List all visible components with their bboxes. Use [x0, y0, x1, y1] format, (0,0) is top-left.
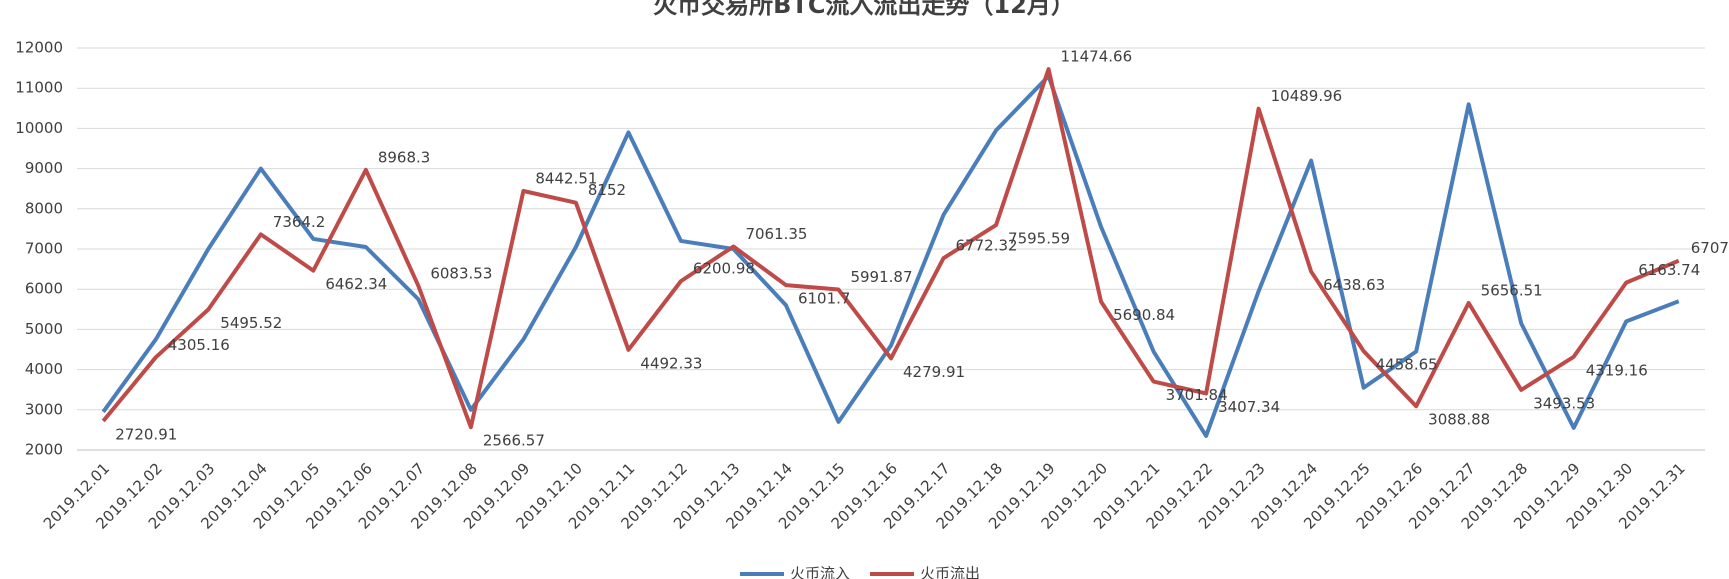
y-tick-label: 10000: [15, 119, 63, 137]
data-label: 8152: [588, 181, 626, 199]
data-label: 6083.53: [430, 264, 492, 282]
y-tick-label: 3000: [25, 400, 63, 418]
y-tick-label: 12000: [15, 39, 63, 57]
data-label: 6772.32: [956, 237, 1018, 255]
data-label: 5991.87: [850, 268, 912, 286]
data-label: 10489.96: [1271, 87, 1343, 105]
y-tick-label: 7000: [25, 240, 63, 258]
legend-label: 火币流入: [790, 565, 850, 579]
data-label: 3088.88: [1428, 411, 1490, 429]
y-tick-label: 4000: [25, 360, 63, 378]
y-tick-label: 5000: [25, 320, 63, 338]
data-label: 6462.34: [325, 275, 387, 293]
data-label: 3407.34: [1218, 398, 1280, 416]
y-tick-label: 8000: [25, 199, 63, 217]
data-label: 11474.66: [1061, 48, 1133, 66]
data-label: 6101.7: [798, 290, 851, 308]
chart-title: 火币交易所BTC流入流出走势（12月）: [653, 0, 1075, 19]
data-label: 4279.91: [903, 363, 965, 381]
data-label: 7364.2: [273, 213, 326, 231]
data-label: 5656.51: [1481, 282, 1543, 300]
series-line: [101, 67, 1680, 430]
data-label: 8968.3: [378, 148, 431, 166]
data-label: 5690.84: [1113, 306, 1175, 324]
data-label: 6438.63: [1323, 276, 1385, 294]
data-label: 6200.98: [693, 260, 755, 278]
data-label: 6707.75: [1691, 239, 1729, 257]
data-label: 3701.84: [1166, 386, 1228, 404]
data-label: 4458.65: [1376, 356, 1438, 374]
data-label: 3493.53: [1533, 394, 1595, 412]
data-label: 4305.16: [168, 336, 230, 354]
y-tick-label: 6000: [25, 280, 63, 298]
series-line: [101, 74, 1680, 438]
y-tick-label: 11000: [15, 79, 63, 97]
data-label: 6163.74: [1638, 261, 1700, 279]
data-label: 4319.16: [1586, 361, 1648, 379]
data-label: 4492.33: [640, 354, 702, 372]
data-label: 2720.91: [115, 426, 177, 444]
y-tick-label: 9000: [25, 159, 63, 177]
legend-label: 火币流出: [920, 565, 980, 579]
data-label: 8442.51: [535, 170, 597, 188]
data-label: 2566.57: [483, 432, 545, 450]
data-label: 7595.59: [1008, 230, 1070, 248]
y-tick-label: 2000: [25, 441, 63, 459]
data-label: 5495.52: [220, 314, 282, 332]
data-label: 7061.35: [745, 225, 807, 243]
